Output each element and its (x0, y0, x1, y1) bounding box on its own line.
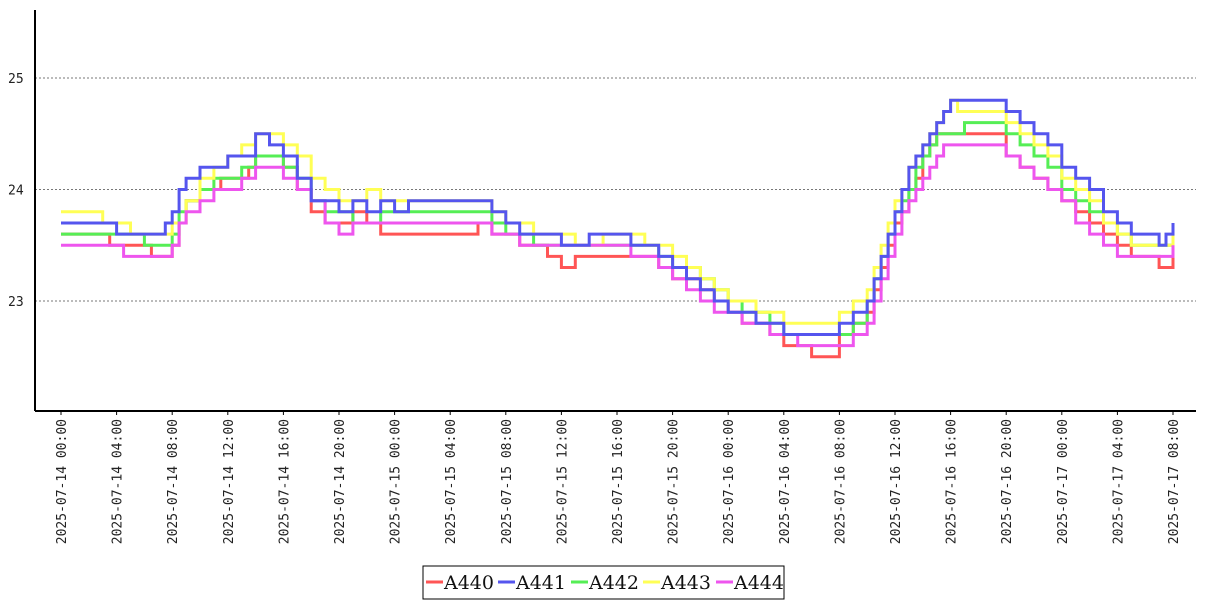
x-tick-label: 2025-07-15 12:00 (555, 419, 570, 544)
y-tick-label: 24 (8, 184, 24, 199)
series-line-A442 (61, 121, 1175, 336)
x-tick-label: 2025-07-17 04:00 (1111, 419, 1126, 544)
x-tick-label: 2025-07-15 16:00 (611, 419, 626, 544)
x-tick-label: 2025-07-14 12:00 (222, 419, 237, 544)
x-tick-labels: 2025-07-14 00:00 2025-07-14 04:00 2025-07-… (55, 411, 1182, 544)
x-tick-label: 2025-07-16 20:00 (1000, 419, 1015, 544)
legend-label-A440: A440 (443, 572, 494, 594)
x-tick-label: 2025-07-16 08:00 (833, 419, 848, 544)
x-tick-label: 2025-07-14 00:00 (55, 419, 70, 544)
x-tick-label: 2025-07-15 04:00 (444, 419, 459, 544)
x-tick-label: 2025-07-14 20:00 (333, 419, 348, 544)
x-tick-label: 2025-07-15 20:00 (667, 419, 682, 544)
series-line-A441 (61, 98, 1175, 336)
x-tick-label: 2025-07-16 16:00 (945, 419, 960, 544)
x-tick-label: 2025-07-15 00:00 (389, 419, 404, 544)
x-tick-label: 2025-07-15 08:00 (500, 419, 515, 544)
legend-label-A444: A444 (733, 572, 784, 594)
legend-label-A443: A443 (660, 572, 711, 594)
series-line-A443 (61, 98, 1175, 325)
x-tick-label: 2025-07-17 00:00 (1056, 419, 1071, 544)
x-tick-label: 2025-07-17 08:00 (1167, 419, 1182, 544)
x-tick-label: 2025-07-14 04:00 (111, 419, 126, 544)
x-tick-label: 2025-07-16 04:00 (778, 419, 793, 544)
legend-label-A442: A442 (588, 572, 639, 594)
series-line-A444 (61, 143, 1175, 348)
x-tick-label: 2025-07-16 12:00 (889, 419, 904, 544)
x-tick-label: 2025-07-16 00:00 (722, 419, 737, 544)
series-lines (61, 98, 1175, 359)
x-tick-label: 2025-07-14 16:00 (277, 419, 292, 544)
y-tick-label: 23 (8, 295, 24, 310)
y-tick-label: 25 (8, 72, 24, 87)
legend: A440 A441 A442 A443 A444 (422, 565, 785, 600)
x-tick-label: 2025-07-14 08:00 (166, 419, 181, 544)
y-tick-labels: 23 24 25 (8, 72, 24, 310)
legend-label-A441: A441 (515, 572, 566, 594)
